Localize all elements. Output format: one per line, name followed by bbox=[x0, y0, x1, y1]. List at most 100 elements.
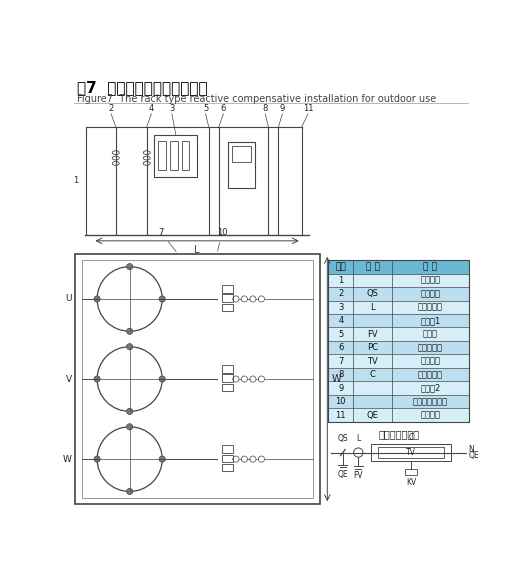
Text: 图7  户外组架式无功补偿装置: 图7 户外组架式无功补偿装置 bbox=[77, 80, 207, 95]
Text: W: W bbox=[62, 454, 71, 464]
Bar bbox=[328, 274, 469, 287]
Text: 串联电抗器: 串联电抗器 bbox=[418, 303, 443, 312]
Text: 6: 6 bbox=[338, 343, 343, 352]
Circle shape bbox=[126, 408, 133, 415]
Text: 钢筋混凝土台基: 钢筋混凝土台基 bbox=[413, 397, 448, 406]
Text: Figure7  The rack type reactive compensative installation for outdoor use: Figure7 The rack type reactive compensat… bbox=[77, 94, 436, 104]
Bar bbox=[222, 454, 233, 462]
Text: QS: QS bbox=[338, 434, 348, 444]
Circle shape bbox=[159, 376, 166, 382]
Text: C: C bbox=[408, 433, 414, 442]
Bar bbox=[181, 141, 189, 170]
Circle shape bbox=[94, 376, 100, 382]
Circle shape bbox=[126, 328, 133, 335]
Text: 电气接线原理图: 电气接线原理图 bbox=[378, 430, 419, 439]
Text: 项号: 项号 bbox=[335, 262, 346, 271]
Bar bbox=[328, 408, 469, 422]
Bar bbox=[154, 135, 197, 177]
Text: 8: 8 bbox=[338, 370, 343, 379]
Bar bbox=[328, 354, 469, 368]
Text: 绝缘子1: 绝缘子1 bbox=[420, 316, 441, 325]
Bar bbox=[222, 294, 233, 302]
Text: 3: 3 bbox=[338, 303, 343, 312]
Text: 1: 1 bbox=[338, 276, 343, 285]
Bar bbox=[222, 365, 233, 373]
Text: L: L bbox=[370, 303, 375, 312]
Text: 名 称: 名 称 bbox=[423, 262, 437, 271]
Text: 4: 4 bbox=[149, 104, 154, 113]
Text: 接地开关: 接地开关 bbox=[421, 411, 440, 419]
Bar bbox=[222, 445, 233, 453]
Text: 9: 9 bbox=[280, 104, 285, 113]
Text: N: N bbox=[468, 445, 474, 454]
Text: 7: 7 bbox=[338, 357, 343, 366]
Bar bbox=[228, 142, 255, 188]
Text: 绝缘子2: 绝缘子2 bbox=[420, 384, 441, 393]
Text: 并联电容器: 并联电容器 bbox=[418, 370, 443, 379]
Bar bbox=[328, 381, 469, 395]
Text: TV: TV bbox=[367, 357, 378, 366]
Circle shape bbox=[94, 296, 100, 302]
Text: 10: 10 bbox=[335, 397, 346, 406]
Text: 代 号: 代 号 bbox=[366, 262, 379, 271]
Circle shape bbox=[126, 264, 133, 270]
Bar bbox=[222, 285, 233, 293]
Text: V: V bbox=[66, 374, 71, 384]
Text: L: L bbox=[194, 245, 200, 255]
Text: 3: 3 bbox=[169, 104, 175, 113]
Text: 放电线圈: 放电线圈 bbox=[421, 357, 440, 366]
Text: 9: 9 bbox=[338, 384, 343, 393]
Text: 隔离开关: 隔离开关 bbox=[421, 289, 440, 298]
Text: 8: 8 bbox=[262, 104, 268, 113]
Bar bbox=[378, 447, 444, 458]
Text: 5: 5 bbox=[338, 329, 343, 339]
Text: 4: 4 bbox=[338, 316, 343, 325]
Bar bbox=[371, 444, 451, 461]
Bar bbox=[328, 314, 469, 327]
Circle shape bbox=[126, 424, 133, 430]
Circle shape bbox=[126, 488, 133, 495]
Text: 避雷器: 避雷器 bbox=[423, 329, 438, 339]
Circle shape bbox=[159, 296, 166, 302]
Bar bbox=[405, 469, 417, 475]
Bar bbox=[328, 260, 469, 422]
Text: 5: 5 bbox=[203, 104, 208, 113]
Text: W: W bbox=[332, 374, 342, 384]
Bar bbox=[328, 395, 469, 408]
Text: 网状遮栏: 网状遮栏 bbox=[421, 276, 440, 285]
Text: 放电计数器: 放电计数器 bbox=[418, 343, 443, 352]
Bar bbox=[328, 260, 469, 274]
Bar bbox=[328, 341, 469, 354]
Text: 7: 7 bbox=[158, 228, 176, 252]
Text: 1: 1 bbox=[74, 176, 78, 185]
Bar bbox=[81, 260, 313, 498]
Text: QE: QE bbox=[468, 451, 479, 460]
Text: 11: 11 bbox=[303, 104, 313, 113]
Bar bbox=[76, 254, 320, 504]
Bar bbox=[222, 384, 233, 391]
Bar bbox=[232, 146, 251, 161]
Text: C: C bbox=[370, 370, 376, 379]
Text: 2: 2 bbox=[338, 289, 343, 298]
Text: KV: KV bbox=[406, 478, 416, 487]
Text: PC: PC bbox=[367, 343, 378, 352]
Bar bbox=[222, 304, 233, 311]
Circle shape bbox=[126, 344, 133, 350]
Text: L: L bbox=[356, 434, 360, 444]
Bar bbox=[222, 374, 233, 382]
Bar bbox=[158, 141, 166, 170]
Text: FV: FV bbox=[367, 329, 378, 339]
Bar bbox=[328, 301, 469, 314]
Text: TV: TV bbox=[406, 448, 416, 457]
Bar bbox=[328, 368, 469, 381]
Bar bbox=[170, 141, 178, 170]
Circle shape bbox=[94, 456, 100, 462]
Bar bbox=[222, 464, 233, 471]
Text: QE: QE bbox=[367, 411, 378, 419]
Text: FV: FV bbox=[353, 471, 363, 480]
Text: 6: 6 bbox=[221, 104, 226, 113]
Bar bbox=[328, 327, 469, 341]
Bar bbox=[328, 287, 469, 301]
Text: 10: 10 bbox=[217, 228, 227, 251]
Circle shape bbox=[159, 456, 166, 462]
